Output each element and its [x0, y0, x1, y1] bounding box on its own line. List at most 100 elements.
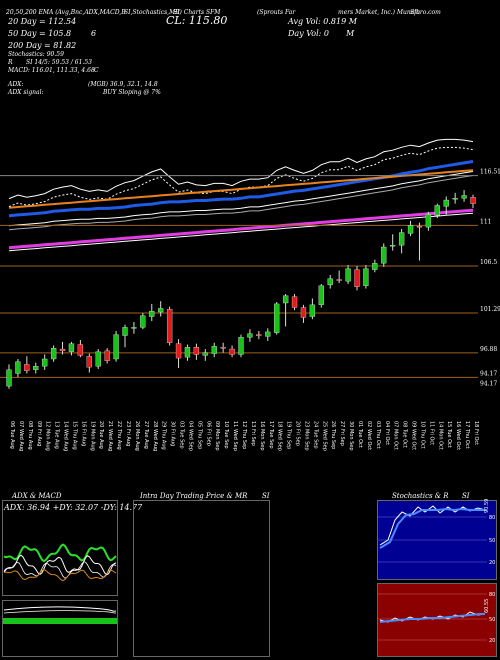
date-axis-label: 17 Tue Sep	[268, 421, 274, 449]
ema200-line	[8, 169, 474, 209]
candle-body	[220, 347, 226, 349]
date-axis-label: 30 Mon Sep	[348, 421, 354, 451]
date-axis-label: 11 Wed Sep	[232, 421, 238, 451]
candle-body	[238, 337, 244, 355]
adx-signal-label: ADX signal:	[8, 89, 44, 96]
ema200-white-line	[8, 212, 474, 252]
candle-body	[15, 361, 21, 374]
candle-body	[318, 285, 324, 305]
date-axis-label: 10 Tue Sep	[223, 421, 229, 449]
price-axis-label: 96.88	[480, 346, 497, 353]
price-chart: 116.51 111 106.5 101.29 96.88 94.17 94.17 06 T…	[0, 138, 500, 451]
date-axis-label: 05 Thu Sep	[196, 421, 202, 449]
intraday-title: Intra Day Trading Price & MR	[140, 492, 248, 500]
date-axis-label: 22 Thu Aug	[116, 421, 122, 450]
candle-body	[327, 278, 333, 286]
header-line1-desc: (Sprouts Far	[257, 9, 296, 16]
candle-body	[452, 198, 458, 200]
candle-body	[113, 334, 119, 360]
close-price-line	[8, 138, 474, 200]
date-axis-label: 11 Fri Oct	[428, 421, 434, 445]
candle-body	[158, 308, 164, 313]
candle-body	[282, 295, 289, 304]
date-axis-label: 27 Tue Aug	[143, 421, 149, 449]
macd-suffix: C	[94, 67, 99, 74]
candle-body	[354, 269, 360, 287]
ema200-label: 200 Day = 81.82	[8, 41, 77, 50]
candle-body	[265, 331, 271, 337]
date-axis-label: 10 Thu Oct	[419, 421, 425, 449]
candle-body	[390, 245, 396, 247]
date-axis-label: 29 Thu Aug	[161, 421, 167, 450]
date-axis-label: 15 Thu Aug	[71, 421, 77, 450]
date-axis-label: 17 Thu Oct	[464, 421, 470, 449]
date-axis-label: 15 Tue Oct	[446, 421, 452, 448]
date-axis-label: 04 Wed Sep	[187, 421, 193, 451]
date-axis-label: 21 Wed Aug	[107, 421, 113, 451]
candle-body	[300, 307, 307, 318]
date-axis-label: 02 Wed Oct	[366, 421, 372, 450]
candle-body	[131, 327, 137, 329]
date-axis-label: 09 Mon Sep	[214, 421, 220, 451]
date-axis-label: 14 Wed Aug	[63, 421, 69, 451]
date-axis-label: 23 Mon Sep	[303, 421, 309, 451]
date-axis-label: 18 Fri Oct	[473, 421, 479, 445]
date-axis-label: 16 Mon Sep	[259, 421, 265, 451]
candle-body	[363, 268, 369, 286]
macd-panel	[2, 600, 118, 657]
ema-band-upper	[8, 171, 474, 227]
candle-body	[381, 246, 387, 264]
date-axis-label: 12 Thu Sep	[241, 421, 247, 449]
candle-body	[425, 214, 432, 228]
date-axis-label: 20 Tue Aug	[98, 421, 104, 449]
candle-body	[175, 343, 182, 359]
candle-body	[193, 347, 200, 355]
candle-body	[86, 356, 92, 368]
candle-body	[140, 315, 146, 328]
adx-macd-title: ADX & MACD	[12, 492, 62, 500]
candle-body	[291, 296, 298, 308]
date-axis-label: 28 Wed Aug	[152, 421, 158, 451]
candle-body	[202, 352, 208, 356]
candle-body	[336, 279, 342, 281]
candle-body	[309, 304, 316, 317]
date-axis-label: 19 Thu Sep	[286, 421, 292, 449]
date-axis-label: 27 Fri Sep	[339, 421, 345, 446]
ema200-magenta-line	[8, 208, 474, 250]
date-axis-label: 26 Mon Aug	[134, 421, 140, 451]
date-axis-label: 13 Fri Sep	[250, 421, 256, 446]
date-axis-label: 16 Fri Aug	[80, 421, 86, 446]
date-axis-label: 07 Wed Aug	[18, 421, 24, 451]
mrsi-panel	[377, 583, 497, 657]
candle-body	[211, 346, 217, 354]
si-prefix: R	[8, 59, 13, 66]
candle-body	[24, 364, 30, 371]
ema-band-lower	[8, 175, 474, 231]
price-axis-label: 94.17	[480, 370, 497, 377]
intraday-suffix: SI	[262, 492, 270, 500]
date-axis-label: 16 Wed Oct	[455, 421, 461, 450]
si-value: SI 14/5: 59.53 / 61.53	[26, 59, 92, 66]
date-axis-label: 03 Tue Sep	[179, 421, 185, 449]
candle-body	[95, 351, 101, 367]
price-axis-label: 94.17	[480, 380, 497, 387]
date-axis-label: 08 Tue Oct	[402, 421, 408, 448]
date-axis-label: 03 Thu Oct	[375, 421, 381, 449]
date-axis-label: 13 Tue Aug	[54, 421, 60, 449]
candle-body	[407, 225, 414, 234]
date-axis-label: 07 Mon Oct	[393, 421, 399, 450]
date-axis-label: 30 Fri Aug	[170, 421, 176, 446]
macd-value: MACD: 116.01, 111.33, 4.68	[8, 67, 95, 74]
day-volume-unit: M	[346, 29, 355, 38]
stochastics-panel	[377, 500, 497, 580]
candle-body	[443, 199, 449, 207]
adx-label: ADX:	[8, 81, 24, 88]
ema-band-lines	[8, 138, 474, 252]
candle-body	[398, 232, 405, 246]
candle-body	[33, 366, 39, 370]
candle-body	[104, 350, 110, 361]
candle-body	[274, 303, 280, 333]
candle-body	[184, 347, 191, 358]
date-axis-label: 04 Fri Oct	[384, 421, 390, 445]
candle-body	[434, 205, 440, 216]
